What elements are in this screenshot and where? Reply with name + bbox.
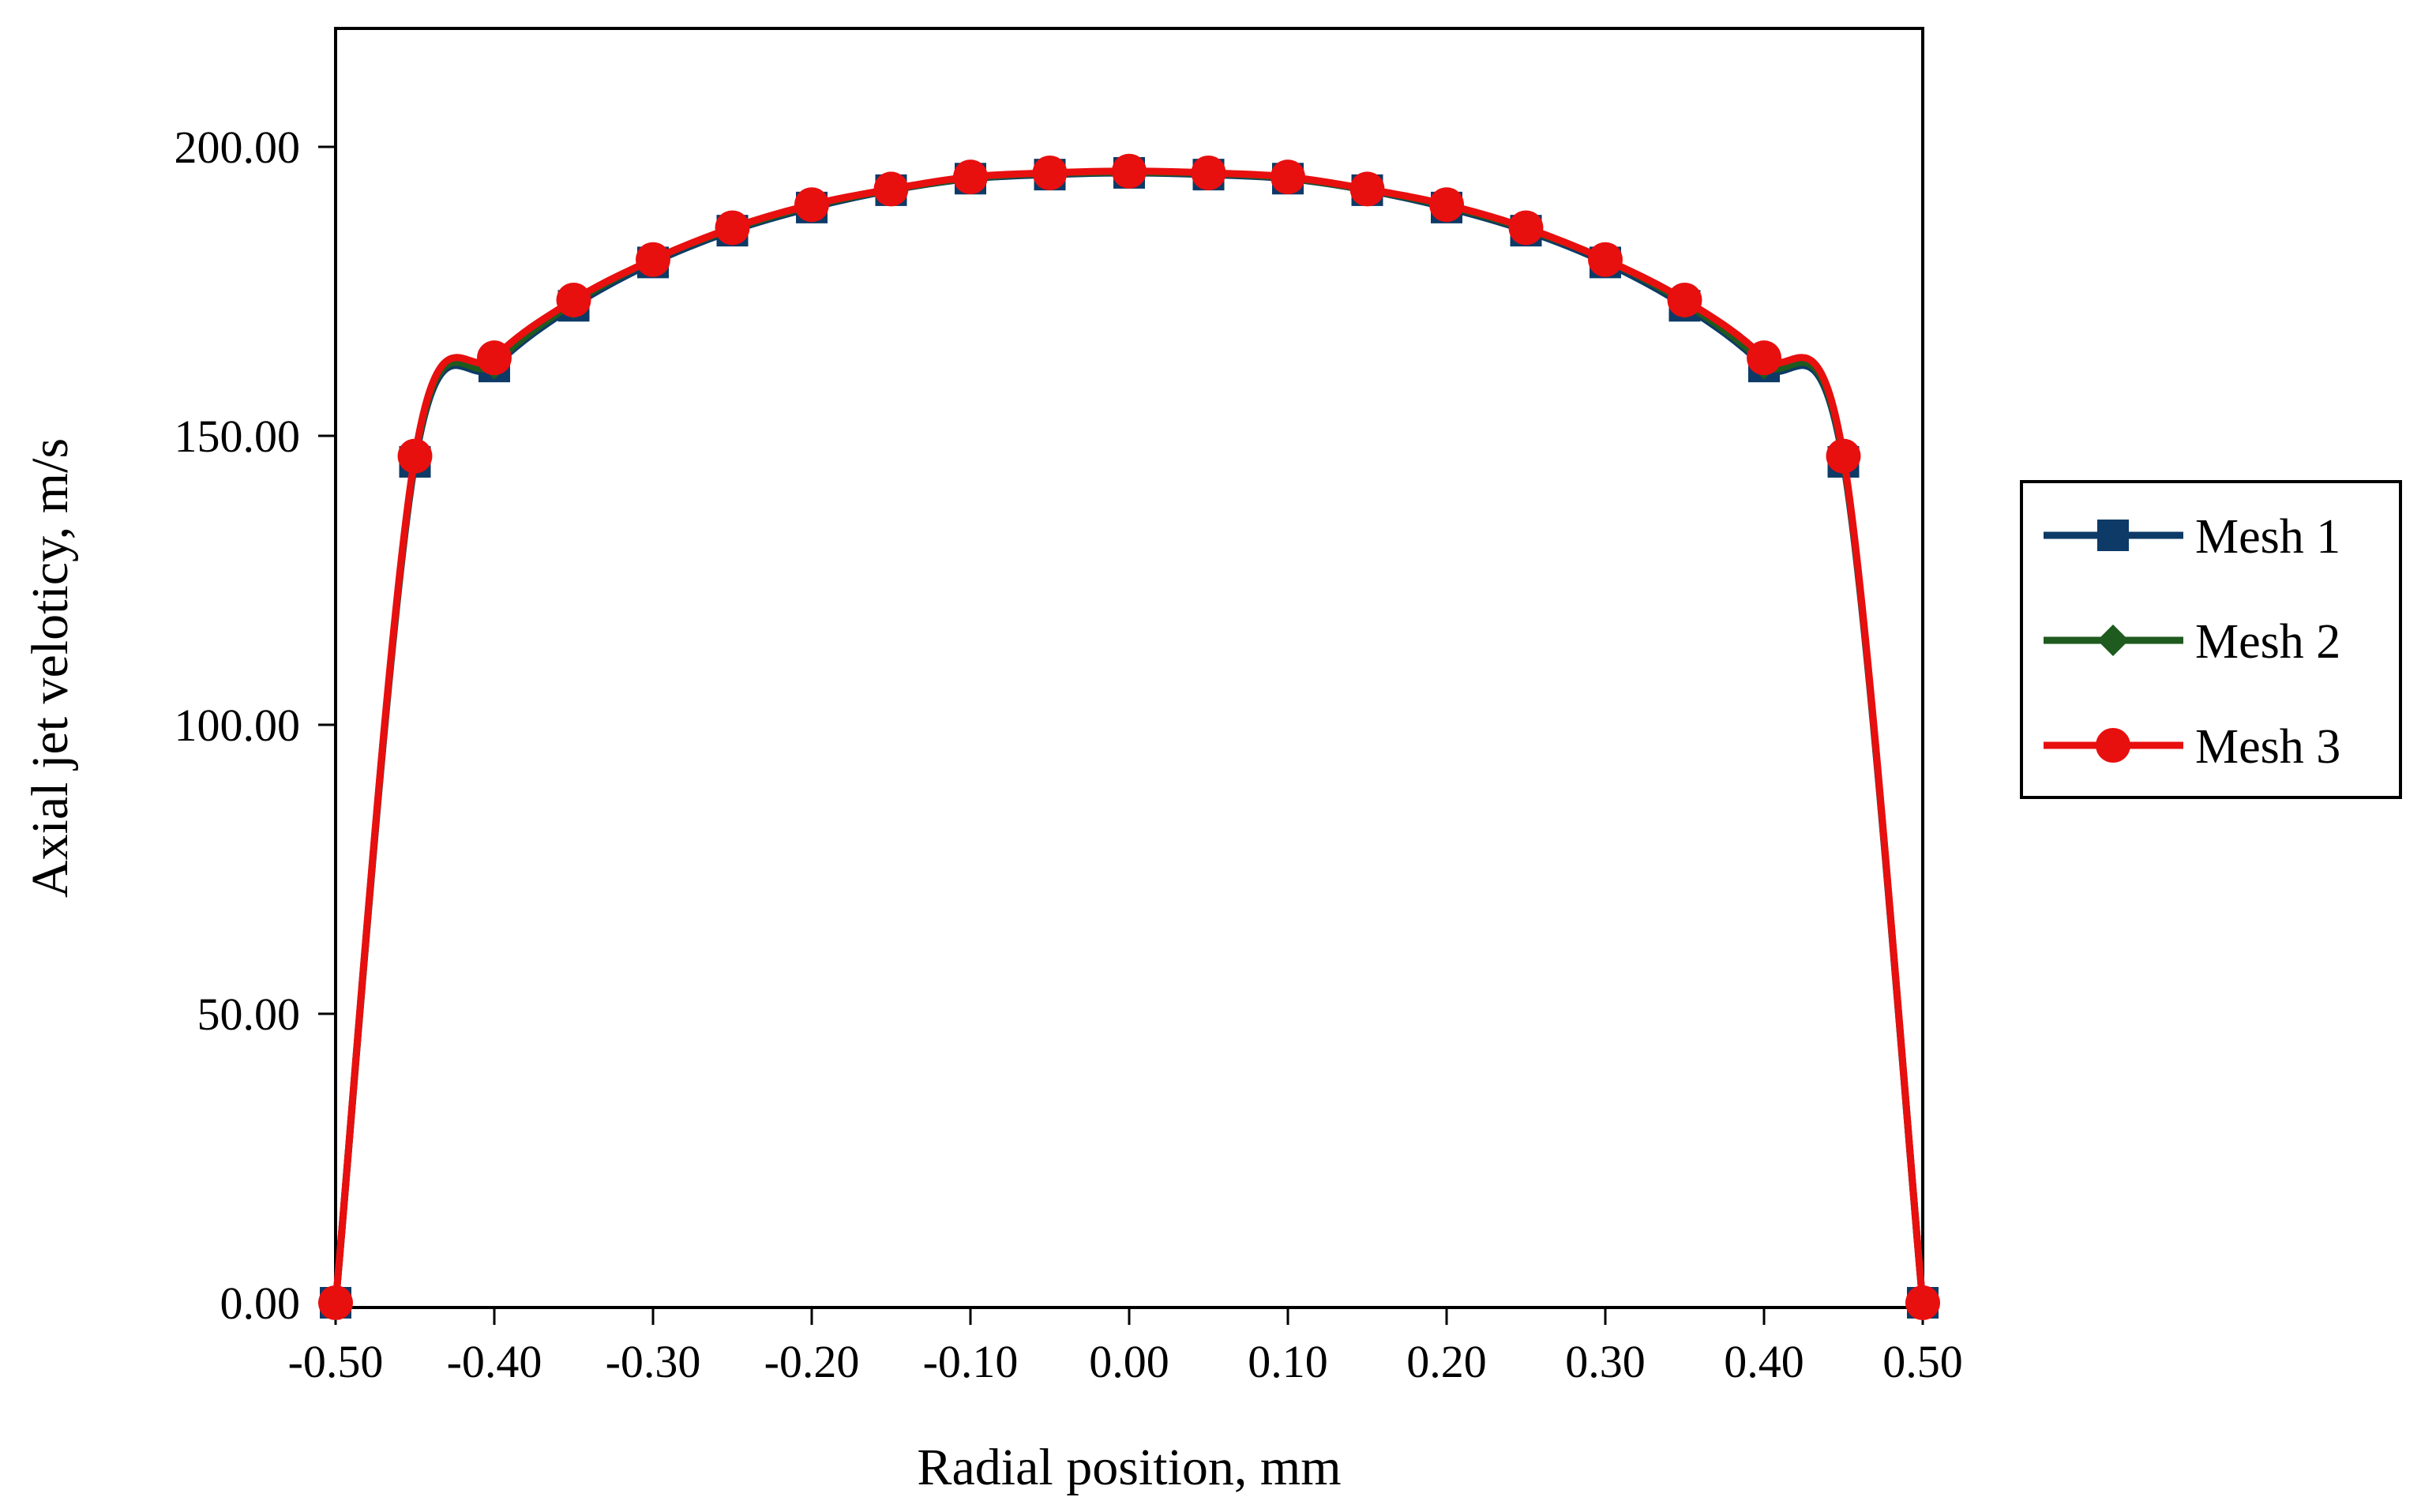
legend-marker xyxy=(2097,625,2129,656)
x-tick-label: 0.00 xyxy=(1089,1336,1169,1387)
x-tick-label: 0.50 xyxy=(1882,1336,1963,1387)
x-tick-label: -0.50 xyxy=(288,1336,384,1387)
x-tick-label: 0.20 xyxy=(1406,1336,1487,1387)
legend-marker xyxy=(2096,728,2130,763)
data-point xyxy=(1747,340,1781,376)
x-tick-label: 0.30 xyxy=(1565,1336,1646,1387)
legend-item: Mesh 2 xyxy=(2044,615,2340,669)
data-point xyxy=(1112,153,1147,189)
plot-area xyxy=(334,27,1924,1309)
y-axis-title: Axial jet veloticy, m/s xyxy=(21,438,79,898)
data-point xyxy=(794,187,829,223)
data-point xyxy=(318,1285,353,1320)
series-3 xyxy=(318,153,1940,1320)
data-point xyxy=(1508,210,1544,246)
data-point xyxy=(556,282,591,317)
legend-item: Mesh 3 xyxy=(2044,720,2340,774)
y-tick-label: 50.00 xyxy=(197,989,301,1040)
y-tick-label: 0.00 xyxy=(220,1278,301,1329)
x-axis-title: Radial position, mm xyxy=(917,1439,1341,1496)
data-point xyxy=(1826,438,1861,474)
data-point xyxy=(1349,171,1385,207)
x-tick-label: -0.20 xyxy=(764,1336,860,1387)
data-point xyxy=(636,242,670,277)
x-axis-ticks: -0.50 -0.40 -0.30 -0.20 -0.10 0.00 0.10 0.20 0.3… xyxy=(288,1308,1963,1387)
y-axis-ticks: 0.00 50.00 100.00 150.00 200.00 xyxy=(175,122,336,1329)
data-point xyxy=(873,171,909,207)
data-point xyxy=(1271,159,1305,195)
data-point xyxy=(1191,155,1226,190)
y-tick-label: 200.00 xyxy=(175,122,301,173)
data-point xyxy=(477,340,512,376)
y-tick-label: 100.00 xyxy=(175,700,301,751)
data-point xyxy=(1032,155,1068,190)
legend-item: Mesh 1 xyxy=(2044,510,2340,564)
series-layer xyxy=(318,153,1940,1320)
legend-label: Mesh 2 xyxy=(2195,615,2340,669)
data-point xyxy=(1667,282,1702,317)
x-tick-label: -0.40 xyxy=(447,1336,542,1387)
x-tick-label: -0.30 xyxy=(606,1336,701,1387)
data-point xyxy=(1429,187,1464,223)
x-tick-label: 0.10 xyxy=(1248,1336,1328,1387)
data-point xyxy=(1588,242,1623,277)
data-point xyxy=(715,210,750,246)
legend-items: Mesh 1 Mesh 2 Mesh 3 xyxy=(2044,510,2340,774)
data-point xyxy=(1905,1285,1940,1320)
data-point xyxy=(397,438,433,474)
y-tick-label: 150.00 xyxy=(175,411,301,462)
legend-label: Mesh 3 xyxy=(2195,720,2340,774)
x-tick-label: 0.40 xyxy=(1724,1336,1804,1387)
legend-marker xyxy=(2097,520,2129,551)
legend-label: Mesh 1 xyxy=(2195,510,2340,564)
legend: Mesh 1 Mesh 2 Mesh 3 xyxy=(2020,480,2402,799)
x-tick-label: -0.10 xyxy=(923,1336,1019,1387)
data-point xyxy=(953,159,988,195)
